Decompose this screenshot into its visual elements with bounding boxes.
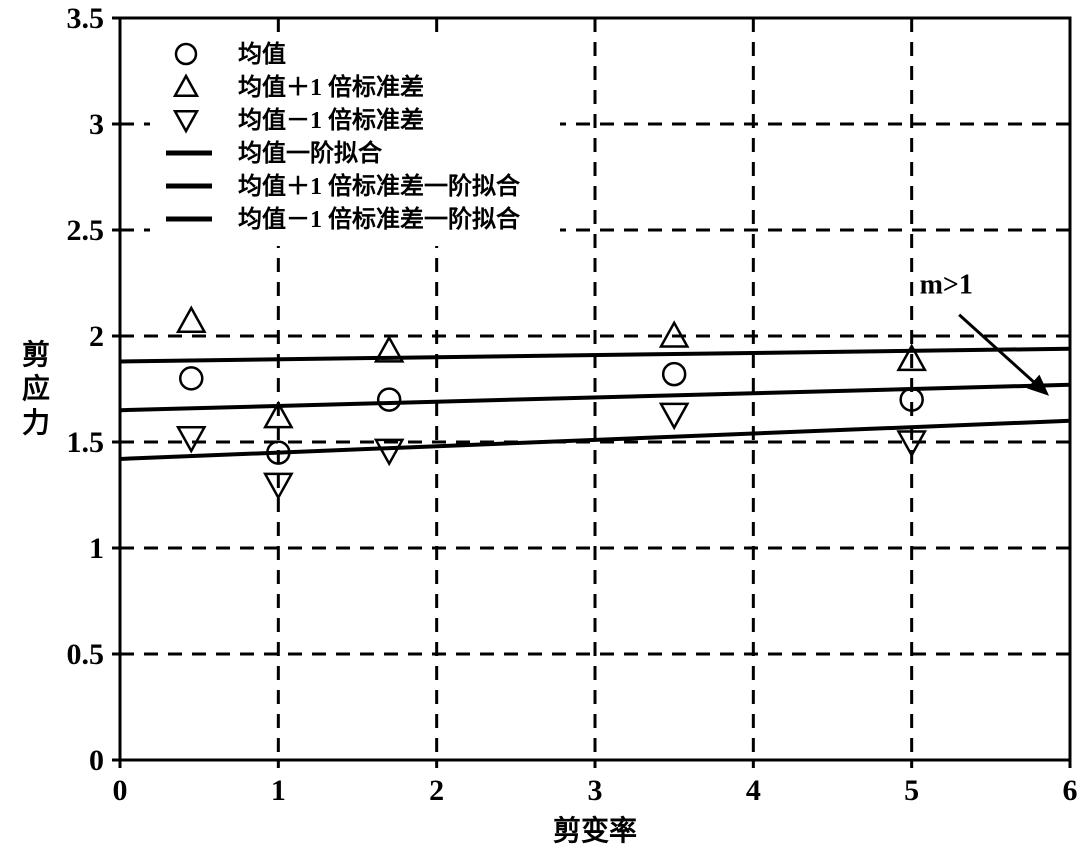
series-mean [180, 363, 922, 463]
legend-label: 均值－1 倍标准差一阶拟合 [238, 205, 521, 233]
annotation-text: m>1 [920, 270, 973, 301]
x-tick-label: 0 [113, 774, 128, 807]
x-axis-label: 剪变率 [553, 814, 637, 847]
x-tick-label: 6 [1063, 774, 1078, 807]
x-tick-label: 5 [904, 774, 919, 807]
y-tick-label: 2.5 [67, 214, 105, 247]
svg-text:力: 力 [22, 407, 50, 439]
y-tick-label: 1 [89, 532, 104, 565]
legend: 均值均值＋1 倍标准差均值－1 倍标准差均值一阶拟合均值＋1 倍标准差一阶拟合均… [150, 36, 560, 246]
chart-svg: 0 1 2 3 4 5 6 0 0.5 1 1.5 2 2.5 3 3.5 剪变率 剪应力 m>1 均值均值＋1 倍… [0, 0, 1090, 864]
y-tick-label: 3 [89, 108, 104, 141]
y-tick-label: 3.5 [67, 2, 105, 35]
chart-container: 0 1 2 3 4 5 6 0 0.5 1 1.5 2 2.5 3 3.5 剪变率 剪应力 m>1 均值均值＋1 倍… [0, 0, 1090, 864]
series-mean_plus_sd [178, 308, 925, 427]
x-tick-label: 3 [588, 774, 603, 807]
x-tick-label: 2 [429, 774, 444, 807]
legend-label: 均值＋1 倍标准差 [238, 73, 424, 101]
legend-label: 均值－1 倍标准差 [238, 106, 424, 134]
legend-label: 均值＋1 倍标准差一阶拟合 [238, 172, 521, 200]
x-tick-label: 4 [746, 774, 761, 807]
svg-text:应: 应 [22, 372, 50, 405]
annotation-arrow [959, 315, 1046, 393]
y-axis-label: 剪应力 [22, 338, 50, 439]
y-tick-label: 2 [89, 320, 104, 353]
legend-label: 均值 [238, 40, 286, 68]
y-tick-label: 1.5 [67, 426, 105, 459]
svg-text:剪: 剪 [22, 338, 50, 371]
legend-label: 均值一阶拟合 [238, 139, 383, 167]
x-tick-label: 1 [271, 774, 286, 807]
y-tick-label: 0.5 [67, 638, 105, 671]
y-tick-label: 0 [89, 744, 104, 777]
